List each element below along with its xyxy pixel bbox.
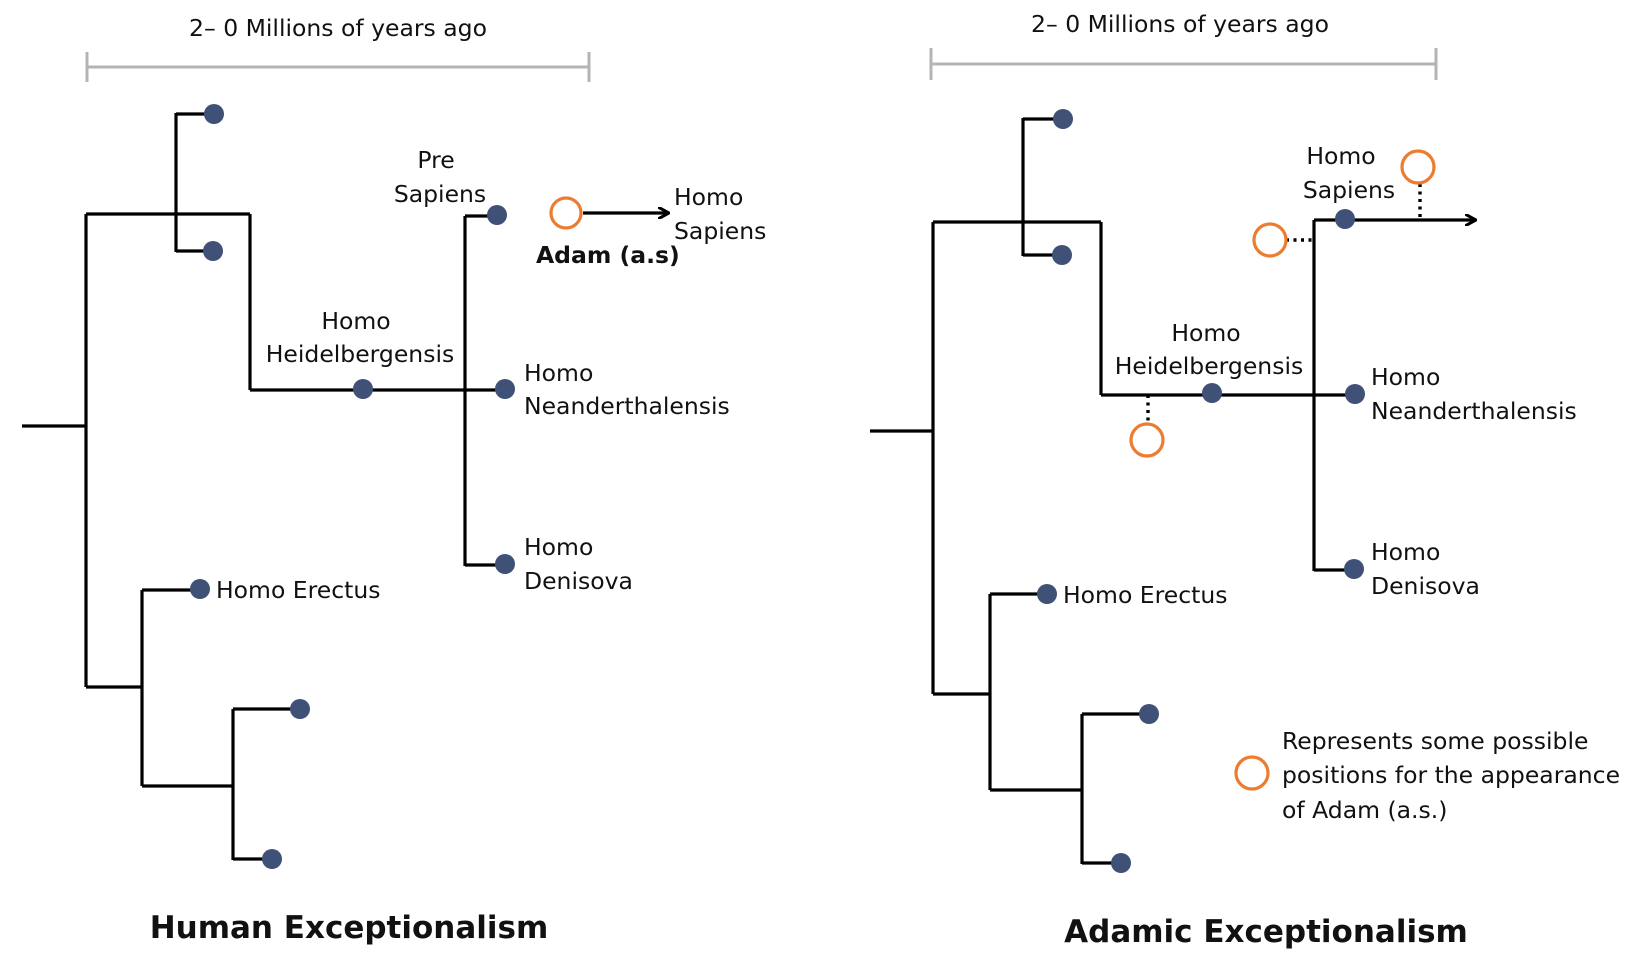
neanderthalensis-label-1: Homo — [1371, 363, 1440, 391]
neanderthalensis-node — [1345, 384, 1365, 404]
adam-label: Adam (a.s) — [536, 241, 680, 269]
time-scale-bar — [929, 48, 1438, 80]
heidelbergensis-node — [1202, 383, 1222, 403]
time-scale-label: 2– 0 Millions of years ago — [189, 14, 487, 42]
adam-marker — [1252, 222, 1288, 258]
node-dot — [1053, 109, 1073, 129]
erectus-label: Homo Erectus — [1063, 581, 1228, 609]
erectus-node — [190, 579, 210, 599]
denisova-label-2: Denisova — [1371, 572, 1480, 600]
legend: Represents some possible positions for t… — [1234, 727, 1620, 824]
panel-title: Adamic Exceptionalism — [1064, 914, 1468, 950]
tree-lines — [870, 117, 1475, 865]
node-dot — [1111, 853, 1131, 873]
panel-title: Human Exceptionalism — [150, 910, 549, 946]
time-scale-bar — [85, 52, 591, 82]
node-dot — [204, 104, 224, 124]
denisova-label-1: Homo — [1371, 538, 1440, 566]
erectus-label: Homo Erectus — [216, 576, 381, 604]
heidelbergensis-node — [353, 379, 373, 399]
legend-text-3: of Adam (a.s.) — [1282, 796, 1447, 824]
neanderthalensis-label-2: Neanderthalensis — [524, 392, 730, 420]
denisova-node — [495, 554, 515, 574]
erectus-node — [1037, 584, 1057, 604]
node-dot — [1052, 245, 1072, 265]
homo-sapiens-node — [1335, 209, 1355, 229]
adamic-exceptionalism-panel: 2– 0 Millions of years ago — [870, 10, 1620, 950]
pre-sapiens-node — [487, 205, 507, 225]
legend-text-1: Represents some possible — [1282, 727, 1588, 755]
homo-sapiens-label-1: Homo — [674, 183, 743, 211]
denisova-label-2: Denisova — [524, 567, 633, 595]
adam-marker — [549, 196, 583, 230]
heidelbergensis-label-1: Homo — [1171, 319, 1240, 347]
time-scale-label: 2– 0 Millions of years ago — [1031, 10, 1329, 38]
tree-lines — [22, 112, 668, 861]
adam-marker — [1129, 422, 1165, 458]
pre-sapiens-label-1: Pre — [417, 146, 454, 174]
neanderthalensis-label-2: Neanderthalensis — [1371, 397, 1577, 425]
homo-sapiens-label-2: Sapiens — [674, 217, 766, 245]
denisova-label-1: Homo — [524, 533, 593, 561]
node-dot — [290, 699, 310, 719]
node-dot — [203, 241, 223, 261]
node-dot — [1139, 704, 1159, 724]
neanderthalensis-label-1: Homo — [524, 359, 593, 387]
heidelbergensis-label-2: Heidelbergensis — [266, 340, 454, 368]
denisova-node — [1344, 559, 1364, 579]
human-exceptionalism-panel: 2– 0 Millions of years ago — [22, 14, 766, 946]
homo-sapiens-label-1: Homo — [1306, 142, 1375, 170]
heidelbergensis-label-1: Homo — [321, 307, 390, 335]
neanderthalensis-node — [495, 379, 515, 399]
pre-sapiens-label-2: Sapiens — [394, 180, 486, 208]
node-dot — [262, 849, 282, 869]
adam-marker — [1400, 149, 1436, 185]
homo-sapiens-label-2: Sapiens — [1303, 176, 1395, 204]
legend-text-2: positions for the appearance — [1282, 761, 1620, 789]
heidelbergensis-label-2: Heidelbergensis — [1115, 352, 1303, 380]
legend-adam-marker — [1234, 755, 1270, 791]
